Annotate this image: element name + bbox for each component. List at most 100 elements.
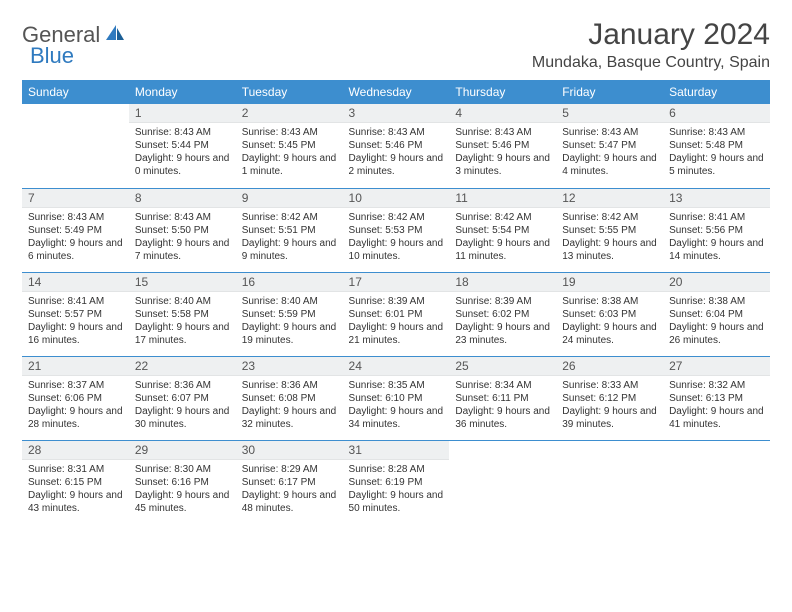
day-cell: 21Sunrise: 8:37 AMSunset: 6:06 PMDayligh… — [22, 356, 129, 440]
dow-thursday: Thursday — [449, 80, 556, 104]
day-cell: 23Sunrise: 8:36 AMSunset: 6:08 PMDayligh… — [236, 356, 343, 440]
brand-word2-wrap: Blue — [30, 43, 74, 69]
day-number: 19 — [556, 273, 663, 292]
day-cell: 8Sunrise: 8:43 AMSunset: 5:50 PMDaylight… — [129, 188, 236, 272]
day-number: 18 — [449, 273, 556, 292]
week-row: 28Sunrise: 8:31 AMSunset: 6:15 PMDayligh… — [22, 440, 770, 524]
day-detail: Sunrise: 8:31 AMSunset: 6:15 PMDaylight:… — [22, 460, 129, 519]
day-number: 12 — [556, 189, 663, 208]
day-detail: Sunrise: 8:43 AMSunset: 5:46 PMDaylight:… — [343, 123, 450, 182]
day-detail: Sunrise: 8:39 AMSunset: 6:01 PMDaylight:… — [343, 292, 450, 351]
day-number: 13 — [663, 189, 770, 208]
day-number: 15 — [129, 273, 236, 292]
day-detail: Sunrise: 8:39 AMSunset: 6:02 PMDaylight:… — [449, 292, 556, 351]
day-detail: Sunrise: 8:36 AMSunset: 6:07 PMDaylight:… — [129, 376, 236, 435]
day-cell: 1Sunrise: 8:43 AMSunset: 5:44 PMDaylight… — [129, 104, 236, 188]
dow-monday: Monday — [129, 80, 236, 104]
day-cell: 18Sunrise: 8:39 AMSunset: 6:02 PMDayligh… — [449, 272, 556, 356]
day-detail: Sunrise: 8:43 AMSunset: 5:48 PMDaylight:… — [663, 123, 770, 182]
title-block: January 2024 Mundaka, Basque Country, Sp… — [532, 18, 770, 72]
day-detail: Sunrise: 8:42 AMSunset: 5:54 PMDaylight:… — [449, 208, 556, 267]
day-number: 23 — [236, 357, 343, 376]
day-number: 9 — [236, 189, 343, 208]
sail-icon — [104, 23, 126, 48]
day-number: 11 — [449, 189, 556, 208]
week-row: 14Sunrise: 8:41 AMSunset: 5:57 PMDayligh… — [22, 272, 770, 356]
day-number: 31 — [343, 441, 450, 460]
day-cell: 13Sunrise: 8:41 AMSunset: 5:56 PMDayligh… — [663, 188, 770, 272]
day-cell: 20Sunrise: 8:38 AMSunset: 6:04 PMDayligh… — [663, 272, 770, 356]
day-detail: Sunrise: 8:30 AMSunset: 6:16 PMDaylight:… — [129, 460, 236, 519]
day-detail: Sunrise: 8:41 AMSunset: 5:57 PMDaylight:… — [22, 292, 129, 351]
day-number: 7 — [22, 189, 129, 208]
day-detail: Sunrise: 8:40 AMSunset: 5:58 PMDaylight:… — [129, 292, 236, 351]
day-detail: Sunrise: 8:43 AMSunset: 5:50 PMDaylight:… — [129, 208, 236, 267]
day-detail: Sunrise: 8:32 AMSunset: 6:13 PMDaylight:… — [663, 376, 770, 435]
day-cell: 14Sunrise: 8:41 AMSunset: 5:57 PMDayligh… — [22, 272, 129, 356]
day-cell: 27Sunrise: 8:32 AMSunset: 6:13 PMDayligh… — [663, 356, 770, 440]
day-cell: 7Sunrise: 8:43 AMSunset: 5:49 PMDaylight… — [22, 188, 129, 272]
day-cell: 22Sunrise: 8:36 AMSunset: 6:07 PMDayligh… — [129, 356, 236, 440]
day-number: 14 — [22, 273, 129, 292]
day-cell: 12Sunrise: 8:42 AMSunset: 5:55 PMDayligh… — [556, 188, 663, 272]
day-number: 17 — [343, 273, 450, 292]
day-detail: Sunrise: 8:43 AMSunset: 5:45 PMDaylight:… — [236, 123, 343, 182]
day-detail: Sunrise: 8:28 AMSunset: 6:19 PMDaylight:… — [343, 460, 450, 519]
day-detail: Sunrise: 8:42 AMSunset: 5:53 PMDaylight:… — [343, 208, 450, 267]
dow-row: Sunday Monday Tuesday Wednesday Thursday… — [22, 80, 770, 104]
day-cell: 5Sunrise: 8:43 AMSunset: 5:47 PMDaylight… — [556, 104, 663, 188]
calendar-table: Sunday Monday Tuesday Wednesday Thursday… — [22, 80, 770, 524]
day-number: 22 — [129, 357, 236, 376]
day-number: 10 — [343, 189, 450, 208]
day-cell: 9Sunrise: 8:42 AMSunset: 5:51 PMDaylight… — [236, 188, 343, 272]
dow-friday: Friday — [556, 80, 663, 104]
day-detail: Sunrise: 8:43 AMSunset: 5:47 PMDaylight:… — [556, 123, 663, 182]
day-cell: 15Sunrise: 8:40 AMSunset: 5:58 PMDayligh… — [129, 272, 236, 356]
week-row: 7Sunrise: 8:43 AMSunset: 5:49 PMDaylight… — [22, 188, 770, 272]
day-detail: Sunrise: 8:43 AMSunset: 5:44 PMDaylight:… — [129, 123, 236, 182]
day-cell: 3Sunrise: 8:43 AMSunset: 5:46 PMDaylight… — [343, 104, 450, 188]
day-number: 26 — [556, 357, 663, 376]
day-cell: 24Sunrise: 8:35 AMSunset: 6:10 PMDayligh… — [343, 356, 450, 440]
day-detail: Sunrise: 8:42 AMSunset: 5:55 PMDaylight:… — [556, 208, 663, 267]
day-cell: 28Sunrise: 8:31 AMSunset: 6:15 PMDayligh… — [22, 440, 129, 524]
day-number: 8 — [129, 189, 236, 208]
day-detail: Sunrise: 8:38 AMSunset: 6:04 PMDaylight:… — [663, 292, 770, 351]
location: Mundaka, Basque Country, Spain — [532, 54, 770, 72]
day-cell: .. — [22, 104, 129, 188]
day-cell: 26Sunrise: 8:33 AMSunset: 6:12 PMDayligh… — [556, 356, 663, 440]
day-detail: Sunrise: 8:38 AMSunset: 6:03 PMDaylight:… — [556, 292, 663, 351]
week-row: 21Sunrise: 8:37 AMSunset: 6:06 PMDayligh… — [22, 356, 770, 440]
day-number: 30 — [236, 441, 343, 460]
day-detail: Sunrise: 8:29 AMSunset: 6:17 PMDaylight:… — [236, 460, 343, 519]
day-cell: 11Sunrise: 8:42 AMSunset: 5:54 PMDayligh… — [449, 188, 556, 272]
day-cell: 31Sunrise: 8:28 AMSunset: 6:19 PMDayligh… — [343, 440, 450, 524]
day-detail: Sunrise: 8:43 AMSunset: 5:46 PMDaylight:… — [449, 123, 556, 182]
day-cell: .. — [556, 440, 663, 524]
day-detail: Sunrise: 8:43 AMSunset: 5:49 PMDaylight:… — [22, 208, 129, 267]
header: General January 2024 Mundaka, Basque Cou… — [22, 18, 770, 72]
dow-sunday: Sunday — [22, 80, 129, 104]
day-number: 24 — [343, 357, 450, 376]
day-detail: Sunrise: 8:36 AMSunset: 6:08 PMDaylight:… — [236, 376, 343, 435]
dow-wednesday: Wednesday — [343, 80, 450, 104]
day-number: 29 — [129, 441, 236, 460]
day-detail: Sunrise: 8:34 AMSunset: 6:11 PMDaylight:… — [449, 376, 556, 435]
day-cell: 30Sunrise: 8:29 AMSunset: 6:17 PMDayligh… — [236, 440, 343, 524]
day-cell: 17Sunrise: 8:39 AMSunset: 6:01 PMDayligh… — [343, 272, 450, 356]
calendar-body: ..1Sunrise: 8:43 AMSunset: 5:44 PMDaylig… — [22, 104, 770, 524]
day-cell: 16Sunrise: 8:40 AMSunset: 5:59 PMDayligh… — [236, 272, 343, 356]
day-detail: Sunrise: 8:33 AMSunset: 6:12 PMDaylight:… — [556, 376, 663, 435]
day-number: 20 — [663, 273, 770, 292]
day-cell: 2Sunrise: 8:43 AMSunset: 5:45 PMDaylight… — [236, 104, 343, 188]
day-cell: 29Sunrise: 8:30 AMSunset: 6:16 PMDayligh… — [129, 440, 236, 524]
day-cell: .. — [663, 440, 770, 524]
day-number: 3 — [343, 104, 450, 123]
day-number: 2 — [236, 104, 343, 123]
day-number: 25 — [449, 357, 556, 376]
dow-saturday: Saturday — [663, 80, 770, 104]
day-detail: Sunrise: 8:40 AMSunset: 5:59 PMDaylight:… — [236, 292, 343, 351]
day-cell: 19Sunrise: 8:38 AMSunset: 6:03 PMDayligh… — [556, 272, 663, 356]
day-number: 4 — [449, 104, 556, 123]
day-cell: 25Sunrise: 8:34 AMSunset: 6:11 PMDayligh… — [449, 356, 556, 440]
